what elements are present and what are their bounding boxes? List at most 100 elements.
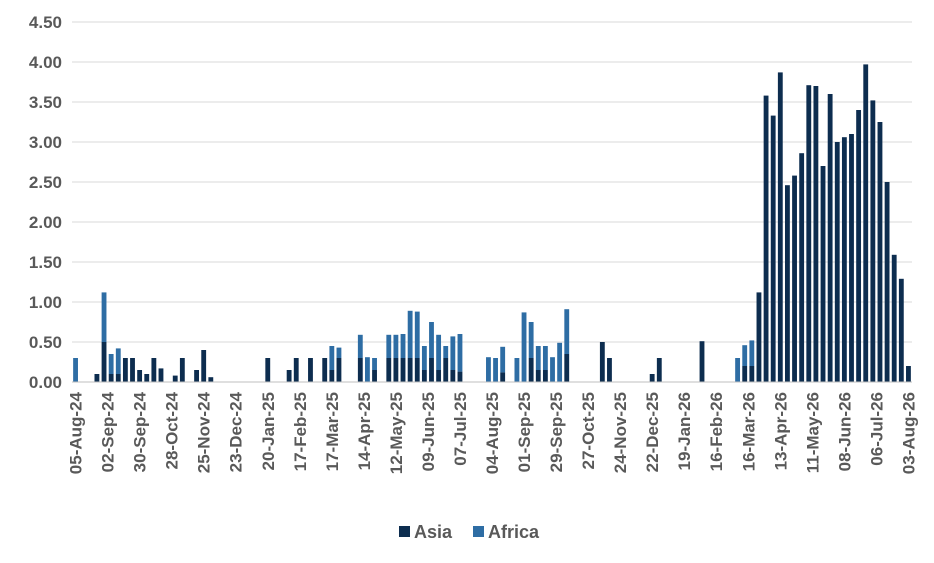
bar-asia-66	[542, 370, 548, 382]
bar-africa-94	[742, 345, 748, 366]
bar-asia-7	[122, 358, 128, 382]
x-tick-label-30-Sep-24: 30-Sep-24	[131, 391, 150, 472]
legend-label-africa: Africa	[488, 522, 540, 542]
y-tick-label-3.50: 3.50	[29, 93, 62, 112]
bar-africa-45	[393, 334, 399, 358]
bar-africa-67	[550, 357, 555, 382]
bar-africa-40	[357, 334, 363, 358]
x-tick-label-14-Apr-25: 14-Apr-25	[355, 392, 374, 470]
x-tick-label-02-Sep-24: 02-Sep-24	[99, 391, 118, 472]
x-tick-label-16-Feb-26: 16-Feb-26	[707, 392, 726, 471]
bar-asia-14	[172, 375, 178, 382]
x-tick-label-17-Feb-25: 17-Feb-25	[291, 392, 310, 471]
bar-asia-19	[208, 377, 214, 382]
bar-asia-110	[856, 110, 862, 382]
bar-asia-37	[336, 358, 342, 382]
x-tick-label-25-Nov-24: 25-Nov-24	[195, 391, 214, 473]
bar-africa-37	[336, 347, 342, 358]
x-tick-label-06-Jul-26: 06-Jul-26	[867, 392, 886, 466]
bar-asia-107	[834, 142, 840, 382]
bar-asia-11	[151, 358, 157, 382]
bar-africa-48	[414, 311, 420, 358]
bar-africa-93	[735, 358, 741, 382]
bar-asia-9	[137, 370, 143, 382]
bar-africa-58	[486, 357, 491, 382]
bar-asia-117	[906, 366, 911, 382]
gridlines	[72, 21, 912, 343]
y-tick-label-4.50: 4.50	[29, 13, 62, 32]
bars	[73, 64, 911, 383]
bar-asia-10	[144, 374, 150, 382]
y-tick-label-0.00: 0.00	[29, 373, 62, 392]
y-tick-label-2.50: 2.50	[29, 173, 62, 192]
bar-africa-4	[101, 292, 107, 342]
legend-label-asia: Asia	[414, 522, 453, 542]
bar-africa-53	[450, 336, 456, 370]
bar-asia-42	[372, 370, 377, 382]
y-axis-tick-labels: 0.00 0.50 1.00 1.50 2.00 2.50 3.00 3.50 4.00 4.50	[29, 13, 62, 392]
bar-asia-6	[115, 374, 121, 382]
bar-africa-60	[500, 346, 506, 373]
x-axis-tick-labels: 05-Aug-24 02-Sep-24 30-Sep-24 28-Oct-24 25-N…	[67, 391, 919, 474]
bar-africa-51	[436, 334, 442, 370]
bar-africa-65	[535, 346, 541, 370]
bar-africa-52	[443, 346, 449, 358]
bar-africa-68	[557, 342, 563, 382]
bar-asia-96	[756, 292, 762, 382]
bar-asia-8	[130, 358, 135, 382]
bar-asia-44	[386, 358, 392, 382]
bar-asia-74	[599, 342, 605, 382]
bar-africa-44	[386, 334, 392, 358]
bar-asia-36	[329, 370, 335, 382]
bar-africa-69	[564, 309, 570, 354]
bar-asia-105	[820, 166, 826, 382]
bar-asia-48	[414, 358, 420, 382]
bar-asia-53	[450, 370, 456, 382]
x-tick-label-22-Dec-25: 22-Dec-25	[643, 392, 662, 472]
x-tick-label-23-Dec-24: 23-Dec-24	[227, 391, 246, 472]
x-tick-label-16-Mar-26: 16-Mar-26	[739, 392, 758, 471]
bar-asia-103	[806, 85, 812, 382]
x-tick-label-01-Sep-25: 01-Sep-25	[515, 392, 534, 472]
bar-africa-63	[521, 312, 527, 382]
bar-africa-42	[372, 358, 377, 370]
bar-asia-33	[308, 358, 313, 382]
x-tick-label-07-Jul-25: 07-Jul-25	[451, 392, 470, 466]
y-tick-label-4.00: 4.00	[29, 53, 62, 72]
bar-asia-100	[785, 185, 790, 382]
x-tick-label-13-Apr-26: 13-Apr-26	[771, 392, 790, 470]
bar-africa-47	[407, 310, 413, 358]
bar-asia-30	[286, 370, 292, 382]
x-tick-label-17-Mar-25: 17-Mar-25	[323, 392, 342, 471]
bar-asia-18	[201, 350, 207, 382]
bar-asia-111	[863, 64, 869, 383]
bar-asia-54	[457, 371, 463, 382]
bar-asia-115	[891, 254, 897, 382]
bar-asia-97	[763, 95, 769, 382]
y-tick-label-1.50: 1.50	[29, 253, 62, 272]
bar-asia-47	[407, 358, 413, 382]
bar-africa-6	[115, 348, 121, 374]
x-tick-label-11-May-26: 11-May-26	[803, 392, 822, 473]
bar-asia-75	[607, 358, 612, 382]
x-tick-label-27-Oct-25: 27-Oct-25	[579, 392, 598, 469]
bar-asia-108	[841, 137, 847, 382]
bar-asia-5	[108, 374, 114, 382]
bar-africa-62	[514, 358, 520, 382]
bar-asia-95	[749, 366, 755, 382]
bar-asia-65	[535, 370, 541, 382]
bar-asia-4	[101, 342, 107, 382]
x-tick-label-08-Jun-26: 08-Jun-26	[835, 392, 854, 471]
bar-asia-88	[699, 341, 705, 382]
bar-asia-12	[158, 368, 164, 382]
bar-asia-104	[813, 86, 819, 382]
y-tick-label-1.00: 1.00	[29, 293, 62, 312]
x-tick-label-03-Aug-26: 03-Aug-26	[899, 392, 918, 474]
y-tick-label-3.00: 3.00	[29, 133, 62, 152]
bar-asia-60	[500, 372, 506, 382]
bar-asia-31	[293, 358, 299, 382]
bar-asia-49	[421, 370, 427, 382]
bar-asia-64	[528, 358, 534, 382]
bar-asia-81	[649, 374, 655, 382]
